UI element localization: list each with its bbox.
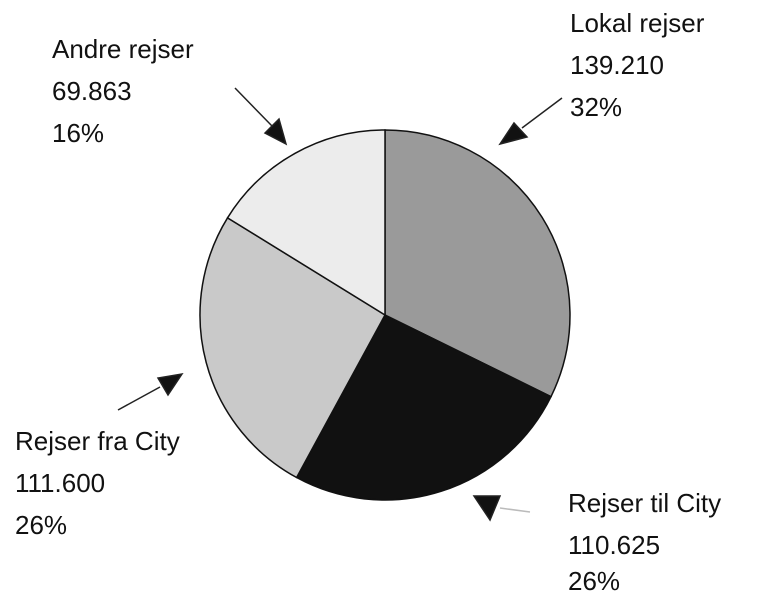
arrow-head [472, 495, 502, 522]
slice-label: Andre rejser [52, 34, 194, 64]
slice-label: Rejser fra City [15, 426, 180, 456]
slice-label: Lokal rejser [570, 8, 705, 38]
slice-value: 69.863 [52, 76, 132, 106]
slice-share: 16% [52, 118, 104, 148]
arrow-line [521, 97, 563, 129]
arrow-line [499, 507, 531, 513]
arrow-head [156, 372, 184, 397]
pie-slice [226, 129, 386, 317]
arrows [117, 87, 563, 522]
pie [199, 129, 571, 501]
slice-share: 32% [570, 92, 622, 122]
slice-label: Rejser til City [568, 488, 721, 518]
pie-slice [199, 216, 386, 479]
arrow-line [234, 87, 273, 127]
slice-value: 139.210 [570, 50, 664, 80]
slice-share: 26% [15, 510, 67, 540]
arrow-head [498, 121, 529, 146]
arrow-line [117, 386, 161, 411]
slice-value: 110.625 [568, 530, 660, 560]
slice-share: 26% [568, 566, 620, 596]
slice-value: 111.600 [15, 468, 105, 498]
pie-slice [384, 129, 571, 398]
arrow-head [263, 117, 288, 146]
